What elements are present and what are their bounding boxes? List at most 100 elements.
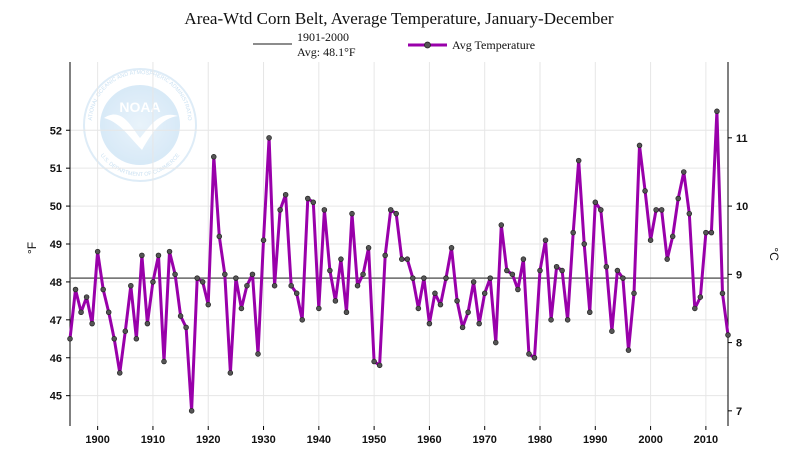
data-point bbox=[481, 290, 488, 297]
legend-series-marker bbox=[424, 41, 431, 49]
data-point bbox=[161, 358, 167, 365]
data-point bbox=[426, 320, 433, 327]
data-point bbox=[343, 309, 350, 316]
data-point bbox=[592, 199, 599, 206]
data-point bbox=[642, 188, 648, 194]
data-point bbox=[194, 275, 200, 281]
data-point bbox=[669, 233, 676, 240]
data-point bbox=[360, 271, 366, 278]
data-point bbox=[493, 339, 499, 346]
data-point bbox=[575, 157, 582, 164]
data-point bbox=[67, 336, 73, 342]
data-point bbox=[238, 305, 245, 312]
data-point bbox=[564, 317, 571, 323]
data-point bbox=[719, 290, 726, 297]
data-point bbox=[72, 286, 79, 293]
data-point bbox=[504, 267, 510, 274]
y-tick-label-left: 52 bbox=[50, 125, 62, 137]
data-point bbox=[332, 298, 339, 304]
x-tick-label: 1920 bbox=[196, 434, 220, 446]
data-point bbox=[365, 245, 372, 251]
data-point bbox=[266, 135, 272, 141]
data-point bbox=[105, 309, 112, 316]
data-point bbox=[559, 267, 565, 274]
x-tick-label: 1970 bbox=[472, 434, 496, 446]
data-point bbox=[703, 229, 709, 236]
series-layer bbox=[67, 108, 731, 414]
data-point bbox=[305, 195, 311, 202]
data-point bbox=[100, 286, 106, 293]
data-point bbox=[620, 275, 626, 281]
data-point bbox=[166, 248, 173, 255]
data-point bbox=[697, 294, 704, 300]
data-point bbox=[188, 408, 195, 414]
data-point bbox=[244, 282, 250, 289]
data-point bbox=[603, 264, 610, 270]
data-point bbox=[316, 305, 322, 312]
data-point bbox=[321, 207, 328, 213]
y-tick-label-right: 9 bbox=[736, 269, 742, 281]
data-point bbox=[509, 271, 516, 278]
data-point bbox=[282, 191, 289, 198]
data-point bbox=[338, 256, 344, 262]
data-point bbox=[177, 313, 184, 319]
data-point bbox=[222, 271, 228, 278]
data-point bbox=[155, 252, 162, 259]
data-point bbox=[94, 248, 101, 255]
data-point bbox=[255, 351, 261, 357]
x-tick-label: 1950 bbox=[362, 434, 386, 446]
data-point bbox=[686, 210, 693, 217]
data-point bbox=[404, 256, 411, 262]
noaa-bird-icon bbox=[104, 114, 178, 150]
data-point bbox=[437, 301, 444, 308]
data-point bbox=[271, 282, 278, 289]
legend-baseline-label-1: 1901-2000 bbox=[297, 30, 349, 44]
data-point bbox=[415, 305, 422, 312]
data-point bbox=[393, 210, 399, 217]
x-tick-label: 1960 bbox=[417, 434, 441, 446]
data-point bbox=[515, 286, 521, 293]
data-point bbox=[553, 264, 560, 270]
data-point bbox=[653, 207, 659, 213]
data-point bbox=[614, 267, 621, 274]
data-point bbox=[133, 336, 140, 342]
data-point bbox=[227, 370, 234, 376]
data-point bbox=[432, 290, 438, 297]
data-point bbox=[708, 229, 715, 236]
data-point bbox=[410, 275, 416, 281]
data-point bbox=[144, 320, 151, 327]
data-point bbox=[183, 324, 189, 331]
data-point bbox=[470, 279, 477, 285]
data-point bbox=[233, 275, 239, 281]
data-point bbox=[476, 320, 482, 327]
data-point bbox=[288, 282, 294, 289]
data-point bbox=[371, 358, 377, 365]
data-point bbox=[299, 317, 305, 323]
x-tick-label: 2010 bbox=[694, 434, 718, 446]
y-axis-label-left: °F bbox=[25, 242, 39, 254]
y-tick-label-left: 47 bbox=[50, 315, 62, 327]
y-tick-label-left: 49 bbox=[50, 239, 62, 251]
data-point bbox=[421, 275, 427, 281]
x-tick-label: 1980 bbox=[528, 434, 552, 446]
y-tick-label-left: 48 bbox=[50, 277, 62, 289]
data-point bbox=[487, 275, 493, 281]
data-point bbox=[675, 195, 681, 202]
data-point bbox=[327, 267, 333, 274]
data-point bbox=[658, 207, 665, 213]
data-point bbox=[349, 210, 355, 217]
data-point bbox=[459, 324, 466, 331]
data-point bbox=[172, 271, 178, 278]
data-point bbox=[354, 282, 361, 289]
y-tick-label-left: 45 bbox=[50, 391, 62, 403]
data-point bbox=[122, 328, 129, 334]
x-tick-label: 1990 bbox=[583, 434, 607, 446]
data-point bbox=[609, 328, 615, 334]
legend-series-label: Avg Temperature bbox=[452, 38, 535, 52]
grid bbox=[70, 62, 728, 426]
y-tick-label-right: 11 bbox=[736, 133, 748, 145]
data-point bbox=[249, 271, 256, 278]
data-point bbox=[465, 309, 471, 316]
data-point bbox=[443, 275, 449, 281]
